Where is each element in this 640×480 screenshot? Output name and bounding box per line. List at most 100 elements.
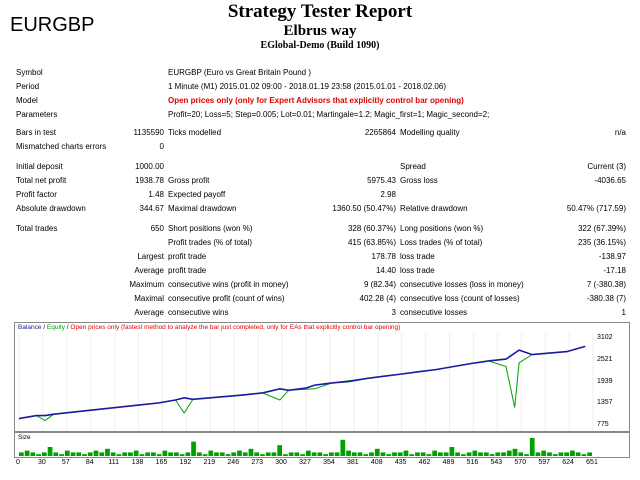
max-consec-loss-label: consecutive loss (count of losses) — [400, 294, 520, 303]
size-bar — [24, 450, 30, 456]
size-bar — [311, 452, 317, 456]
size-bar — [409, 454, 415, 456]
model-value: Open prices only (only for Expert Adviso… — [168, 96, 464, 105]
size-bar — [208, 450, 214, 456]
absdd-label: Absolute drawdown — [16, 204, 86, 213]
size-bar — [306, 450, 311, 456]
expert-name: Elbrus way — [283, 23, 357, 39]
size-bar — [564, 452, 570, 456]
avg-consec-wins-label: consecutive wins — [168, 308, 229, 317]
largest-profit-label: profit trade — [168, 252, 207, 261]
size-bar — [76, 452, 82, 456]
size-bar — [420, 452, 426, 456]
size-bar — [41, 452, 47, 456]
size-bar — [219, 452, 225, 456]
deposit-label: Initial deposit — [16, 162, 63, 171]
balance-chart-svg — [18, 333, 594, 431]
maxdd-label: Maximal drawdown — [168, 204, 237, 213]
x-tick-label: 273 — [251, 459, 263, 466]
bars-value: 1135590 — [133, 128, 164, 137]
legend-sep2: / — [65, 324, 71, 331]
x-tick-label: 300 — [275, 459, 287, 466]
x-tick-label: 624 — [562, 459, 574, 466]
average-loss-value: -17.18 — [603, 266, 626, 275]
grossprofit-value: 5975.43 — [367, 176, 396, 185]
size-bar — [145, 452, 151, 456]
legend-note: Open prices only (fastest method to anal… — [70, 324, 401, 331]
expectedpayoff-value: 2.98 — [380, 190, 396, 199]
size-bar — [300, 454, 305, 456]
short-label: Short positions (won %) — [168, 224, 253, 233]
size-bar — [179, 454, 185, 456]
mismatch-label: Mismatched charts errors — [16, 142, 107, 151]
size-bar — [110, 452, 116, 456]
parameters-label: Parameters — [16, 110, 58, 119]
deposit-value: 1000.00 — [135, 162, 164, 171]
size-bar — [47, 447, 53, 456]
max-consec-profit-label: consecutive profit (count of wins) — [168, 294, 285, 303]
size-bar — [191, 441, 196, 456]
x-tick-label: 219 — [203, 459, 216, 466]
reldd-label: Relative drawdown — [400, 204, 468, 213]
size-bar — [185, 452, 191, 456]
x-tick-label: 489 — [442, 459, 455, 466]
x-tick-label: 0 — [16, 459, 20, 466]
y-tick-label: 1939 — [597, 377, 613, 385]
profitfactor-label: Profit factor — [16, 190, 57, 199]
x-tick-label: 354 — [323, 459, 335, 466]
size-bar — [392, 452, 397, 456]
size-bar — [202, 454, 208, 456]
size-bar — [168, 452, 173, 456]
size-bar — [156, 454, 162, 456]
average-profit-label: profit trade — [168, 266, 207, 275]
size-bar — [357, 452, 363, 456]
size-bar — [128, 452, 133, 456]
size-bar — [328, 452, 334, 456]
average-label: Average — [134, 266, 164, 275]
x-tick-label: 138 — [131, 459, 144, 466]
maxdd-value: 1360.50 (50.47%) — [332, 204, 396, 213]
mismatch-value: 0 — [159, 142, 164, 151]
size-bar — [397, 452, 403, 456]
size-bar — [529, 438, 535, 456]
size-bar — [501, 452, 506, 456]
avg-consec-losses-label: consecutive losses — [400, 308, 468, 317]
size-bar — [449, 447, 455, 456]
size-bar — [374, 448, 380, 456]
legend-equity: Equity — [46, 324, 65, 331]
size-bar — [87, 452, 93, 456]
size-bar — [575, 452, 581, 456]
size-bar — [105, 448, 110, 456]
server-name: EGlobal-Demo (Build 1090) — [260, 40, 380, 51]
size-bar — [99, 452, 105, 456]
x-tick-label: 165 — [155, 459, 168, 466]
grossprofit-label: Gross profit — [168, 176, 210, 185]
avg-consec-losses-value: 1 — [621, 308, 626, 317]
quality-label: Modelling quality — [400, 128, 460, 137]
max-consec-loss-value: -380.38 (7) — [586, 294, 626, 303]
size-bar — [271, 452, 277, 456]
chart-legend: Balance / Equity / Open prices only (fas… — [18, 324, 400, 331]
x-tick-label: 327 — [299, 459, 311, 466]
trades-value: 650 — [150, 224, 164, 233]
size-bar — [93, 450, 99, 456]
size-bar — [351, 452, 357, 456]
size-bar — [587, 452, 592, 456]
x-tick-label: 516 — [466, 459, 479, 466]
size-bar — [225, 454, 231, 456]
size-bar — [162, 450, 168, 456]
size-bar — [294, 452, 300, 456]
long-value: 322 (67.39%) — [577, 224, 626, 233]
trades-label: Total trades — [16, 224, 58, 233]
size-bar — [380, 452, 386, 456]
symbol-label: Symbol — [16, 68, 43, 77]
x-tick-label: 651 — [586, 459, 598, 466]
short-value: 328 (60.37%) — [347, 224, 396, 233]
size-bar — [535, 452, 541, 456]
netprofit-value: 1938.78 — [135, 176, 164, 185]
symbol-title: EURGBP — [10, 14, 95, 36]
x-tick-label: 408 — [370, 459, 383, 466]
report-title: Strategy Tester Report — [227, 1, 413, 22]
x-tick-label: 462 — [418, 459, 431, 466]
size-bar — [570, 450, 575, 456]
